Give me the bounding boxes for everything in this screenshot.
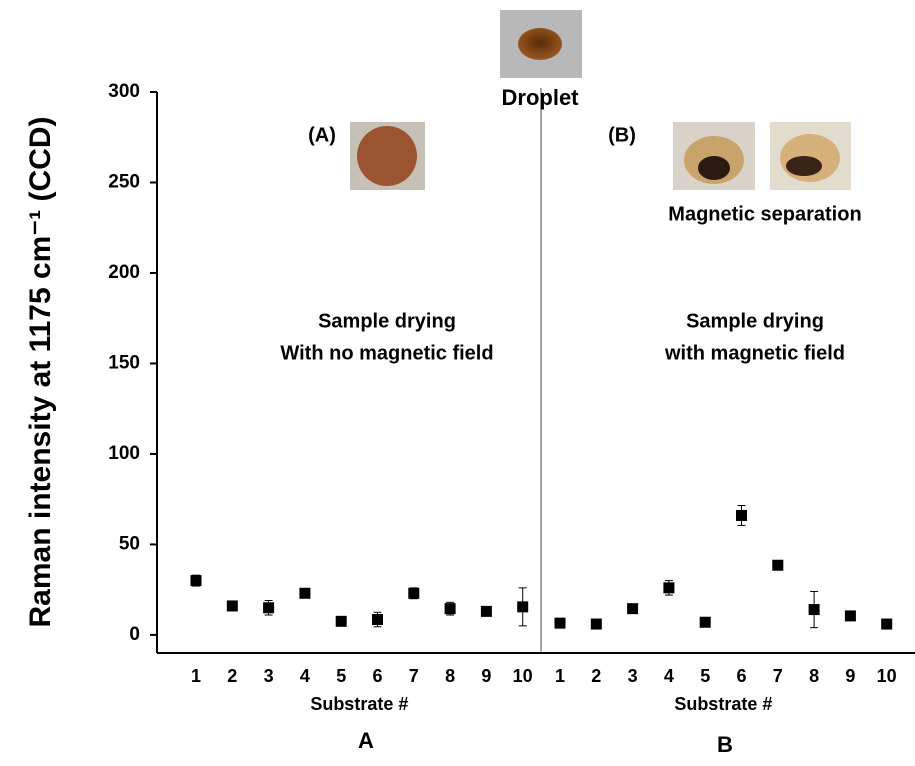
panel-label: A [358,728,374,753]
x-tick-label: 2 [591,666,601,686]
annotation: (B) [608,124,636,146]
point [881,619,892,630]
x-tick-label: 1 [191,666,201,686]
x-tick-label: 10 [513,666,533,686]
annotation: Sample drying [318,310,456,332]
x-tick-label: 3 [628,666,638,686]
annotation: with magnetic field [664,342,845,364]
point [663,582,674,593]
point [517,601,528,612]
x-tick-label: 8 [809,666,819,686]
x-tick-label: 9 [845,666,855,686]
x-tick-label: 5 [700,666,710,686]
point [191,575,202,586]
chart: Droplet Raman intensity at 1175 cm⁻¹ (CC… [0,0,915,761]
point [555,618,566,629]
droplet-photo [500,10,582,78]
point [408,588,419,599]
y-tick-label: 0 [129,624,140,645]
point [845,610,856,621]
point [336,616,347,627]
x-tick-label: 4 [300,666,310,686]
x-tick-label: 3 [264,666,274,686]
x-tick-label: 7 [409,666,419,686]
point [299,588,310,599]
x-tick-label: 2 [227,666,237,686]
point [700,617,711,628]
x-tick-label: 6 [372,666,382,686]
x-tick-label: 1 [555,666,565,686]
x-tick-label: 10 [877,666,897,686]
separation-photo [673,122,851,190]
x-axis-label: Substrate # [310,694,408,714]
x-tick-label: 5 [336,666,346,686]
point [227,600,238,611]
x-tick-label: 6 [736,666,746,686]
x-tick-label: 4 [664,666,674,686]
caption: Droplet [502,85,580,110]
point [591,619,602,630]
x-axis-label: Substrate # [674,694,772,714]
point [772,560,783,571]
panel-label: B [717,732,733,757]
y-tick-label: 50 [119,533,140,554]
annotation: Sample drying [686,310,824,332]
y-tick-label: 150 [108,352,140,373]
x-tick-label: 7 [773,666,783,686]
y-tick-label: 200 [108,262,140,283]
point [372,614,383,625]
point [736,510,747,521]
point [263,602,274,613]
point [809,604,820,615]
x-tick-label: 8 [445,666,455,686]
y-axis-label: Raman intensity at 1175 cm⁻¹ (CCD) [24,117,57,628]
point [627,603,638,614]
annotation: With no magnetic field [280,342,493,364]
point [445,603,456,614]
annotation: Magnetic separation [668,203,861,225]
x-tick-label: 9 [481,666,491,686]
dried-sample-photo [350,122,425,190]
y-tick-label: 100 [108,443,140,464]
y-tick-label: 250 [108,171,140,192]
y-tick-label: 300 [108,81,140,102]
annotation: (A) [308,124,336,146]
point [481,606,492,617]
